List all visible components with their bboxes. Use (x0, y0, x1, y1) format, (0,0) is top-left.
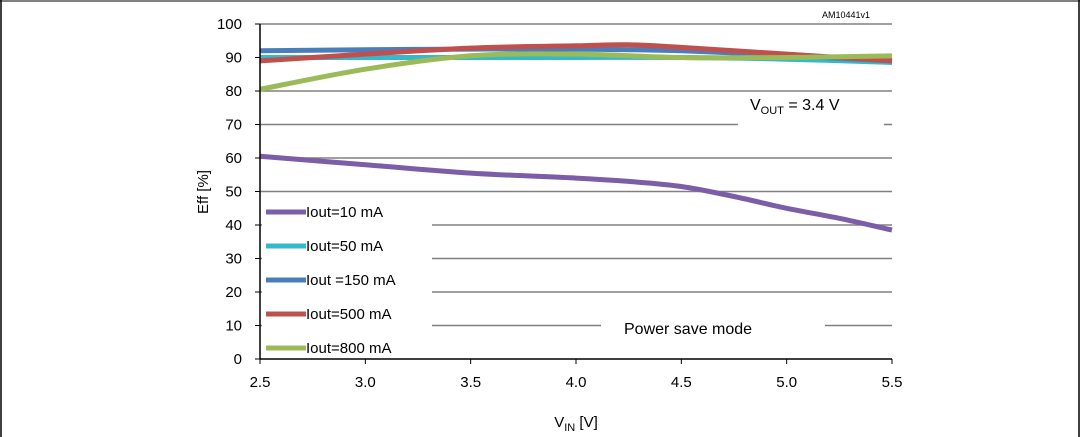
x-tick-labels: 2.5 3.0 3.5 4.0 4.5 5.0 5.5 (250, 359, 903, 391)
legend-bg (262, 200, 432, 352)
x-tick-label: 3.0 (355, 374, 376, 391)
y-axis-title: Eff [%] (195, 170, 212, 214)
mode-annotation: Power save mode (624, 321, 752, 338)
legend-entry-label: Iout=800 mA (306, 340, 391, 357)
x-tick-label: 4.5 (671, 374, 692, 391)
mode-annotation-bg (601, 312, 825, 346)
legend: Iout=10 mA Iout=50 mA Iout =150 mA Iout=500… (266, 204, 396, 357)
x-tick-label: 5.5 (882, 374, 903, 391)
legend-entry-label: Iout=10 mA (306, 204, 383, 221)
vout-annotation-bg (738, 92, 884, 128)
y-tick-label: 70 (225, 117, 242, 134)
legend-entry-label: Iout =150 mA (306, 272, 396, 289)
y-tick-label: 40 (225, 217, 242, 234)
y-tick-label: 10 (225, 318, 242, 335)
y-tick-label: 80 (225, 83, 242, 100)
y-tick-label: 0 (234, 351, 242, 368)
legend-entry-label: Iout=50 mA (306, 238, 383, 255)
x-tick-label: 3.5 (460, 374, 481, 391)
legend-entry-label: Iout=500 mA (306, 306, 391, 323)
x-tick-label: 4.0 (566, 374, 587, 391)
y-tick-label: 90 (225, 50, 242, 67)
x-tick-label: 2.5 (250, 374, 271, 391)
x-tick-label: 5.0 (776, 374, 797, 391)
series-lines (259, 42, 893, 233)
y-tick-label: 20 (225, 284, 242, 301)
y-tick-label: 30 (225, 251, 242, 268)
figure-code: AM10441v1 (822, 10, 870, 20)
series-line-3 (259, 42, 893, 64)
x-axis-title: VIN [V] (554, 414, 598, 434)
y-tick-labels: 0 10 20 30 40 50 60 70 80 90 100 (217, 16, 260, 368)
y-tick-label: 100 (217, 16, 242, 33)
series-line-0 (259, 153, 893, 233)
vout-annotation: VOUT = 3.4 V (750, 97, 840, 117)
series-line-4 (259, 51, 893, 92)
y-tick-label: 50 (225, 184, 242, 201)
y-tick-label: 60 (225, 150, 242, 167)
